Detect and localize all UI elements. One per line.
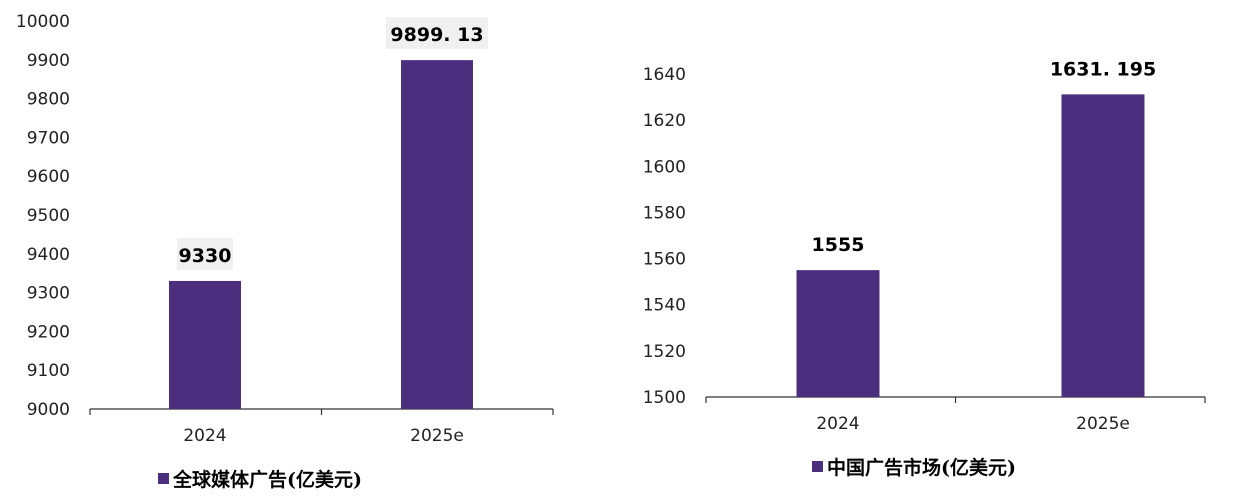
y-tick-label: 9900	[27, 51, 70, 71]
legend-marker	[158, 473, 169, 484]
data-label: 1631. 195	[1050, 58, 1156, 80]
x-tick-label: 2025e	[410, 426, 464, 446]
legend-label: 中国广告市场(亿美元)	[827, 456, 1016, 479]
y-tick-label: 9200	[27, 322, 70, 342]
data-label-background	[386, 17, 488, 50]
y-tick-label: 9700	[27, 128, 70, 148]
y-tick-label: 9600	[27, 167, 70, 187]
data-label: 1555	[812, 234, 865, 256]
chart-2: 1500 1520 1540 1560 1580 1600 1620 1640 1555 2024…	[643, 58, 1206, 479]
y-tick-label: 10000	[16, 12, 70, 32]
y-tick-label: 1520	[643, 342, 686, 362]
y-tick-label: 9500	[27, 206, 70, 226]
bar	[169, 280, 241, 409]
legend-marker	[812, 461, 823, 472]
y-tick-label: 9400	[27, 245, 70, 265]
y-tick-label: 9000	[27, 400, 70, 420]
y-tick-label: 9800	[27, 90, 70, 110]
y-tick-label: 1580	[643, 203, 686, 223]
bar	[796, 270, 880, 397]
bar	[1061, 94, 1145, 398]
y-tick-label: 1560	[643, 250, 686, 270]
y-tick-label: 1640	[643, 65, 686, 85]
data-label: 9330	[179, 245, 232, 267]
legend-label: 全球媒体广告(亿美元)	[172, 468, 362, 491]
data-label: 9899. 13	[390, 24, 483, 46]
y-tick-label: 1500	[643, 388, 686, 408]
y-tick-label: 1540	[643, 296, 686, 316]
chart-1: 9000 9100 9200 9300 9400 9500 9600 9700 9800 9900…	[16, 12, 554, 491]
x-tick-label: 2024	[183, 426, 226, 446]
x-tick-label: 2024	[816, 414, 859, 434]
data-label-background	[177, 237, 233, 270]
x-tick-label: 2025e	[1076, 414, 1130, 434]
y-tick-label: 1620	[643, 111, 686, 131]
y-tick-label: 1600	[643, 157, 686, 177]
y-tick-label: 9100	[27, 361, 70, 381]
y-tick-label: 9300	[27, 284, 70, 304]
bar	[401, 60, 473, 409]
